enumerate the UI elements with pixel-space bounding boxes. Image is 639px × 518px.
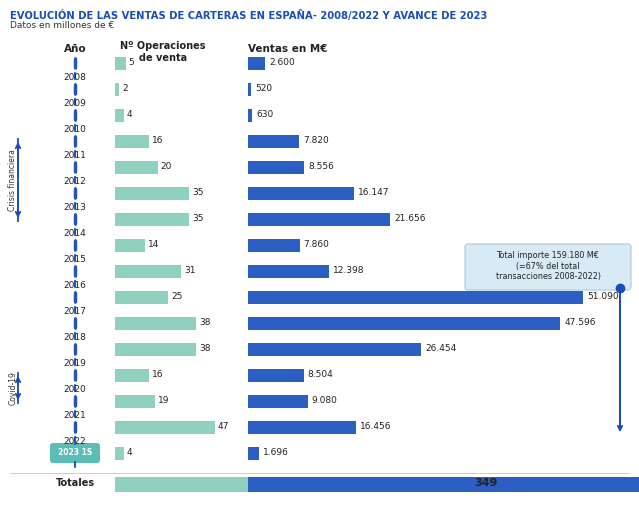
Text: 26.454: 26.454 [426,344,457,353]
Text: 35: 35 [192,214,204,223]
Text: 1.696: 1.696 [263,448,289,457]
Text: 51.090: 51.090 [587,292,619,301]
Bar [115,316,196,329]
Bar [115,447,123,459]
Text: 12.398: 12.398 [334,266,365,275]
Bar [115,161,158,174]
Bar [248,421,356,434]
Bar [115,291,168,304]
Text: 35: 35 [192,188,204,197]
Text: Crisis financiera: Crisis financiera [8,149,17,211]
Text: 2013: 2013 [63,203,86,212]
Text: Año: Año [64,44,86,54]
Text: 25: 25 [171,292,183,301]
Text: 9.080: 9.080 [312,396,337,405]
Text: Covid-19: Covid-19 [8,371,17,405]
Bar [248,291,583,304]
Text: Totales: Totales [56,479,95,488]
Text: 2012: 2012 [64,177,86,186]
Text: 4: 4 [127,110,132,119]
Text: 38: 38 [199,344,210,353]
Bar [115,368,149,381]
Text: 7.860: 7.860 [304,240,330,249]
Text: 38: 38 [199,318,210,327]
Text: 16: 16 [152,136,164,145]
Text: 21.656: 21.656 [394,214,426,223]
Bar [115,135,149,148]
Text: 2008: 2008 [63,73,86,82]
Text: 2022: 2022 [64,437,86,446]
Bar [115,186,190,199]
Text: 47: 47 [218,422,229,431]
Text: 19: 19 [158,396,170,405]
Text: Datos en millones de €: Datos en millones de € [10,21,114,30]
Bar [248,186,354,199]
Text: 2020: 2020 [64,385,86,394]
Text: Ventas en M€: Ventas en M€ [248,44,328,54]
Bar [115,395,155,408]
Text: 8.504: 8.504 [308,370,334,379]
Bar [115,56,126,69]
Bar [248,238,300,252]
Bar [248,135,299,148]
Bar [248,395,307,408]
Text: 2023 1S: 2023 1S [58,448,92,457]
Text: 8.556: 8.556 [308,162,334,171]
Text: 630: 630 [256,110,273,119]
Text: 20: 20 [160,162,172,171]
Bar [248,212,390,225]
Text: Nº Operaciones
de venta: Nº Operaciones de venta [120,41,206,63]
Text: 349: 349 [475,479,498,488]
Text: 2.600: 2.600 [269,58,295,67]
Bar [248,342,422,355]
Bar [248,316,560,329]
Text: 2011: 2011 [63,151,86,160]
Bar [115,265,181,278]
Text: 2010: 2010 [63,125,86,134]
Text: 5: 5 [128,58,134,67]
Text: 47.596: 47.596 [564,318,596,327]
Bar [115,421,215,434]
Text: 2019: 2019 [63,359,86,368]
Bar [115,82,119,95]
Text: 2021: 2021 [64,411,86,420]
Bar [248,265,329,278]
Text: 2015: 2015 [63,255,86,264]
Bar [248,161,304,174]
Bar [248,82,251,95]
Text: 2018: 2018 [63,333,86,342]
Bar [248,108,252,122]
Text: 14: 14 [148,240,159,249]
Bar [248,368,304,381]
Bar [248,447,259,459]
Text: 7.820: 7.820 [304,136,329,145]
Bar [115,238,145,252]
Text: 16.147: 16.147 [358,188,389,197]
Text: 16: 16 [152,370,164,379]
Text: Total importe 159.180 M€
(=67% del total
transacciones 2008-2022): Total importe 159.180 M€ (=67% del total… [495,251,601,281]
Text: 2: 2 [122,84,128,93]
FancyBboxPatch shape [465,244,631,290]
Text: 16.456: 16.456 [360,422,392,431]
Text: 31: 31 [184,266,196,275]
Text: 4: 4 [127,448,132,457]
Text: 520: 520 [256,84,273,93]
FancyBboxPatch shape [50,443,100,463]
Text: 2009: 2009 [63,99,86,108]
Text: 2017: 2017 [63,307,86,316]
Bar [115,477,639,492]
Bar [115,212,190,225]
Bar [115,108,123,122]
Bar [248,477,639,492]
Text: EVOLUCIÓN DE LAS VENTAS DE CARTERAS EN ESPAÑA- 2008/2022 Y AVANCE DE 2023: EVOLUCIÓN DE LAS VENTAS DE CARTERAS EN E… [10,10,488,21]
Bar [115,342,196,355]
Text: 2016: 2016 [63,281,86,290]
Bar [248,56,265,69]
Text: 2014: 2014 [64,229,86,238]
